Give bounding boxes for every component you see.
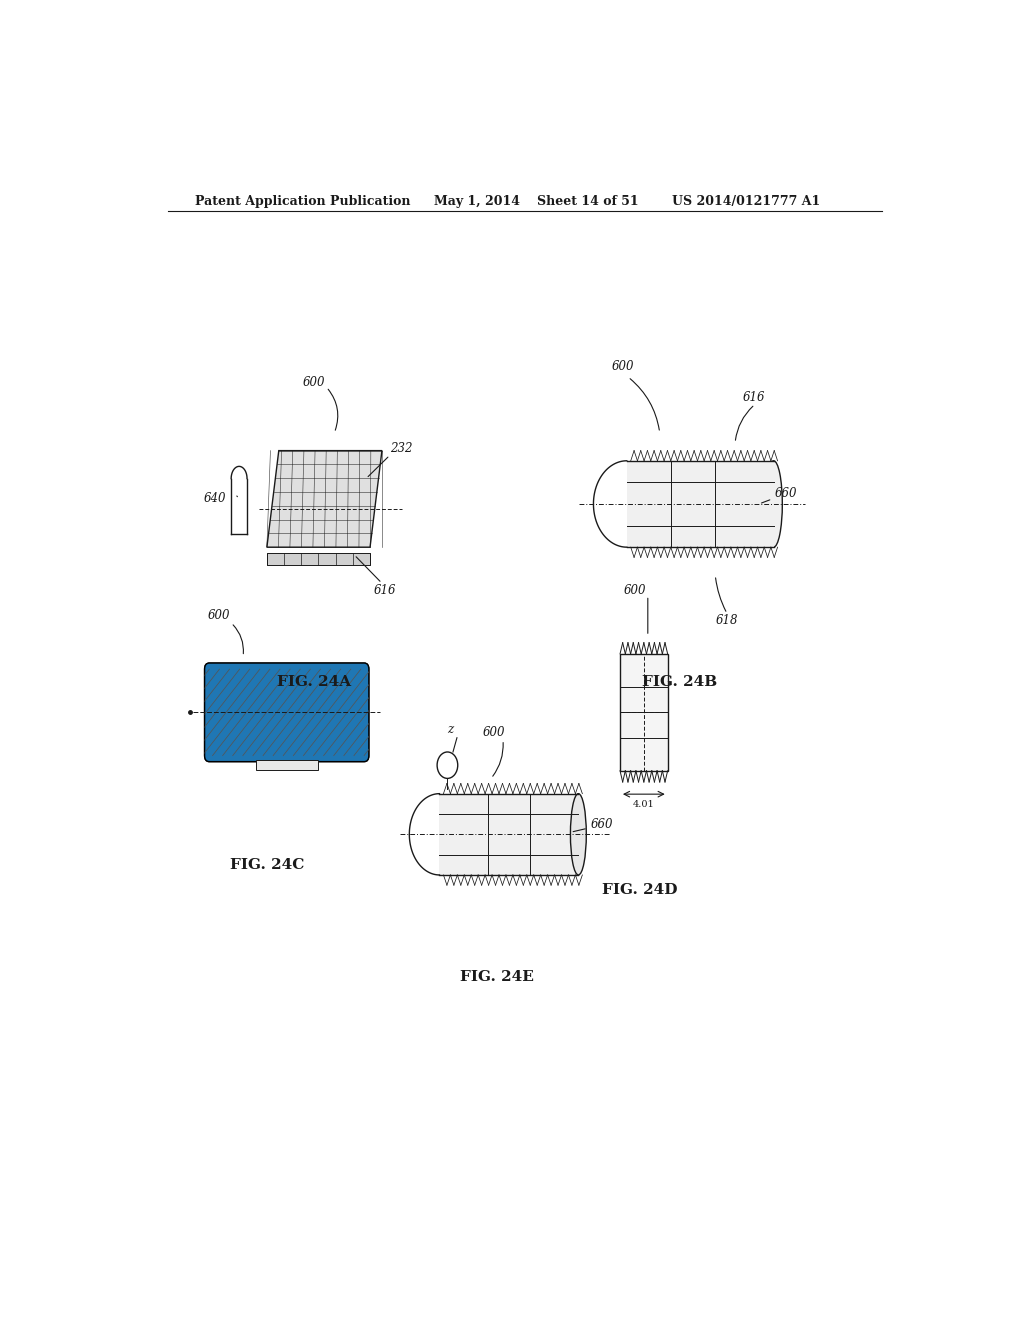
Text: 660: 660 — [775, 487, 798, 500]
Text: z: z — [447, 722, 454, 735]
Text: 660: 660 — [590, 817, 612, 830]
Text: 618: 618 — [715, 614, 737, 627]
Polygon shape — [267, 450, 382, 548]
Text: FIG. 24B: FIG. 24B — [642, 675, 717, 689]
Text: 640: 640 — [204, 492, 226, 506]
Text: 600: 600 — [483, 726, 506, 739]
FancyBboxPatch shape — [205, 663, 369, 762]
Ellipse shape — [765, 461, 782, 548]
Text: 600: 600 — [303, 375, 325, 388]
Bar — [267, 553, 370, 565]
Text: US 2014/0121777 A1: US 2014/0121777 A1 — [672, 194, 820, 207]
Text: Sheet 14 of 51: Sheet 14 of 51 — [537, 194, 638, 207]
Bar — [439, 793, 579, 875]
Text: FIG. 24A: FIG. 24A — [278, 675, 351, 689]
Text: FIG. 24E: FIG. 24E — [460, 970, 534, 983]
Text: May 1, 2014: May 1, 2014 — [433, 194, 519, 207]
Bar — [627, 461, 773, 548]
Text: 232: 232 — [390, 442, 413, 454]
FancyBboxPatch shape — [205, 663, 369, 762]
Text: 616: 616 — [374, 583, 396, 597]
Bar — [620, 653, 668, 771]
Bar — [256, 759, 317, 770]
Ellipse shape — [570, 793, 587, 875]
Text: Patent Application Publication: Patent Application Publication — [196, 194, 411, 207]
Text: FIG. 24D: FIG. 24D — [602, 883, 678, 898]
Text: FIG. 24C: FIG. 24C — [229, 858, 304, 871]
Text: 4.01: 4.01 — [633, 800, 654, 809]
Text: 616: 616 — [743, 391, 766, 404]
Text: 600: 600 — [624, 583, 646, 597]
Text: 600: 600 — [612, 360, 635, 374]
Text: 600: 600 — [207, 610, 229, 622]
